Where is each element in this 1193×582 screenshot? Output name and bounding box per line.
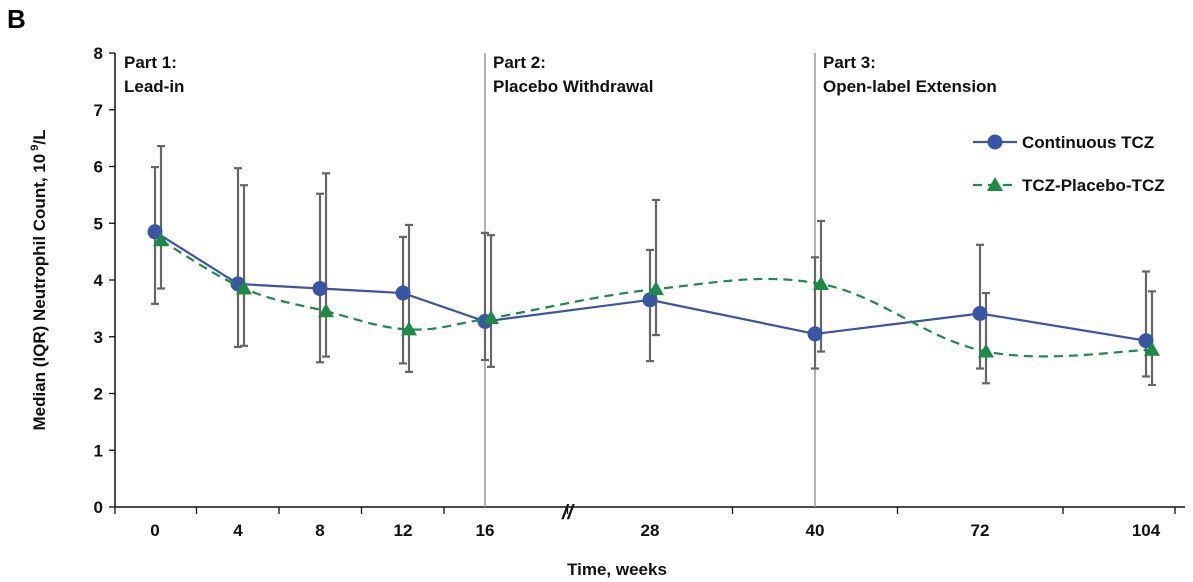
y-tick-label: 0: [94, 498, 103, 517]
data-point-circle: [642, 292, 658, 308]
data-point-circle: [147, 224, 163, 240]
x-tick-label: 40: [806, 521, 825, 540]
part-label-title: Part 2:: [493, 53, 546, 72]
y-tick-label: 8: [94, 44, 103, 63]
y-axis-label-tail: /L: [30, 129, 49, 144]
data-point-triangle: [813, 275, 829, 290]
data-point-circle: [312, 281, 328, 297]
y-tick-label: 7: [94, 101, 103, 120]
data-point-triangle: [1144, 341, 1160, 356]
data-point-triangle: [318, 303, 334, 318]
x-tick-label: 12: [394, 521, 413, 540]
y-tick-label: 5: [94, 214, 103, 233]
part-label-title: Part 1:: [124, 53, 177, 72]
y-tick-label: 6: [94, 158, 103, 177]
data-point-triangle: [978, 343, 994, 358]
data-point-triangle: [648, 281, 664, 296]
data-point-triangle: [483, 310, 499, 325]
data-point-triangle: [153, 232, 169, 247]
x-tick-label: 104: [1132, 521, 1161, 540]
data-point-triangle: [236, 280, 252, 295]
data-point-circle: [395, 285, 411, 301]
axis-break-marker: //: [561, 502, 576, 524]
x-axis-label: Time, weeks: [567, 560, 667, 579]
x-tick-label: 16: [476, 521, 495, 540]
x-tick-label: 28: [641, 521, 660, 540]
panel-label: B: [7, 4, 26, 34]
data-point-circle: [1138, 333, 1154, 349]
x-tick-label: 8: [315, 521, 324, 540]
part-label-name: Placebo Withdrawal: [493, 77, 653, 96]
x-tick-label: 72: [971, 521, 990, 540]
part-label-name: Open-label Extension: [823, 77, 997, 96]
part-label-title: Part 3:: [823, 53, 876, 72]
y-tick-label: 1: [94, 441, 103, 460]
y-tick-label: 2: [94, 385, 103, 404]
data-point-triangle: [401, 321, 417, 336]
part-label-name: Lead-in: [124, 77, 184, 96]
x-tick-label: 0: [150, 521, 159, 540]
data-point-circle: [807, 326, 823, 342]
data-point-circle: [972, 305, 988, 321]
legend-marker-triangle: [987, 177, 1003, 191]
legend-label: TCZ-Placebo-TCZ: [1022, 176, 1165, 195]
x-tick-label: 4: [233, 521, 243, 540]
legend-label: Continuous TCZ: [1022, 133, 1154, 152]
y-axis-label-superscript: 9: [29, 145, 41, 154]
y-axis-label: Median (IQR) Neutrophil Count, 10 9/L: [29, 129, 49, 430]
y-tick-label: 4: [94, 271, 104, 290]
legend-marker-circle: [987, 134, 1003, 150]
y-axis-label-main: Median (IQR) Neutrophil Count, 10: [30, 154, 49, 431]
y-tick-label: 3: [94, 328, 103, 347]
series-line: [160, 239, 1153, 358]
